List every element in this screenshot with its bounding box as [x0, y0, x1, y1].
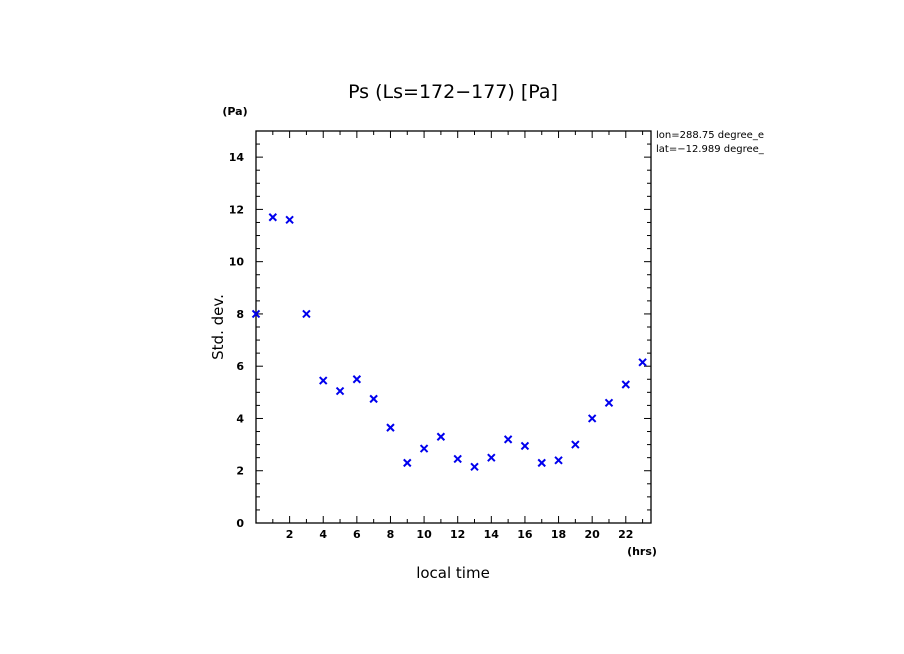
- y-tick-label: 14: [229, 151, 245, 164]
- x-tick-label: 2: [286, 528, 294, 541]
- data-point: [470, 462, 479, 472]
- data-point-stroke: [537, 458, 546, 468]
- x-axis-label: local time: [416, 564, 490, 582]
- data-point: [436, 432, 446, 441]
- data-point: [571, 440, 580, 449]
- data-point: [487, 453, 496, 462]
- data-point: [335, 386, 345, 396]
- data-point: [520, 441, 530, 451]
- data-point: [587, 414, 597, 423]
- chart-title: Ps (Ls=172−177) [Pa]: [348, 81, 558, 103]
- data-point: [604, 398, 614, 407]
- data-point: [352, 375, 362, 384]
- x-tick-label: 20: [585, 528, 601, 541]
- y-tick-label: 6: [236, 360, 244, 373]
- data-point: [638, 358, 647, 367]
- data-point: [251, 309, 261, 319]
- y-tick-label: 8: [236, 308, 244, 321]
- data-point-stroke: [251, 309, 261, 319]
- x-tick-label: 4: [319, 528, 327, 541]
- data-markers: [251, 213, 647, 472]
- data-point: [503, 435, 513, 444]
- data-point-stroke: [319, 376, 328, 385]
- x-tick-label: 8: [387, 528, 395, 541]
- lon-annotation: lon=288.75 degree_e: [656, 130, 764, 141]
- data-point: [369, 394, 378, 404]
- y-tick-label: 2: [236, 465, 244, 478]
- y-tick-label: 12: [229, 203, 244, 216]
- data-point: [386, 423, 395, 432]
- data-point-stroke: [621, 380, 630, 389]
- data-point: [319, 376, 328, 385]
- y-tick-label: 0: [236, 517, 244, 530]
- data-point-stroke: [587, 414, 597, 423]
- data-point-stroke: [369, 394, 378, 404]
- axes: 2 4 6 8 10 12 14 16 18 20 22 0 2 4 6 8 10 12 14: [229, 130, 652, 541]
- y-axis-label: Std. dev.: [209, 294, 227, 360]
- x-tick-label: 18: [551, 528, 566, 541]
- data-point-stroke: [386, 423, 395, 432]
- data-point: [285, 215, 294, 225]
- x-tick-label: 22: [618, 528, 633, 541]
- data-point-stroke: [268, 213, 278, 222]
- data-point-stroke: [436, 432, 446, 441]
- data-point-stroke: [453, 454, 462, 464]
- data-point: [537, 458, 546, 468]
- data-point: [419, 444, 429, 453]
- data-point: [302, 309, 311, 319]
- x-tick-label: 6: [353, 528, 361, 541]
- data-point-stroke: [638, 358, 647, 367]
- data-point-stroke: [571, 440, 580, 449]
- y-unit-label: (Pa): [222, 105, 247, 118]
- y-tick-label: 4: [236, 412, 244, 425]
- y-tick-label: 10: [229, 256, 245, 269]
- data-point: [403, 458, 412, 468]
- data-point-stroke: [403, 458, 412, 468]
- x-tick-label: 14: [484, 528, 500, 541]
- x-tick-label: 16: [517, 528, 533, 541]
- data-point-stroke: [503, 435, 513, 444]
- data-point-stroke: [419, 444, 429, 453]
- data-point-stroke: [335, 386, 345, 396]
- lat-annotation: lat=−12.989 degree_: [656, 144, 765, 155]
- data-point: [453, 454, 462, 464]
- x-tick-label: 12: [450, 528, 465, 541]
- data-point: [268, 213, 278, 222]
- data-point-stroke: [487, 453, 496, 462]
- data-point: [554, 456, 563, 465]
- data-point-stroke: [302, 309, 311, 319]
- data-point-stroke: [554, 456, 563, 465]
- x-unit-label: (hrs): [627, 545, 657, 558]
- plot-frame: [255, 130, 652, 524]
- data-point-stroke: [520, 441, 530, 451]
- data-point-stroke: [352, 375, 362, 384]
- data-point-stroke: [285, 215, 294, 225]
- data-point-stroke: [604, 398, 614, 407]
- x-tick-label: 10: [416, 528, 432, 541]
- data-point: [621, 380, 630, 389]
- data-point-stroke: [470, 462, 479, 472]
